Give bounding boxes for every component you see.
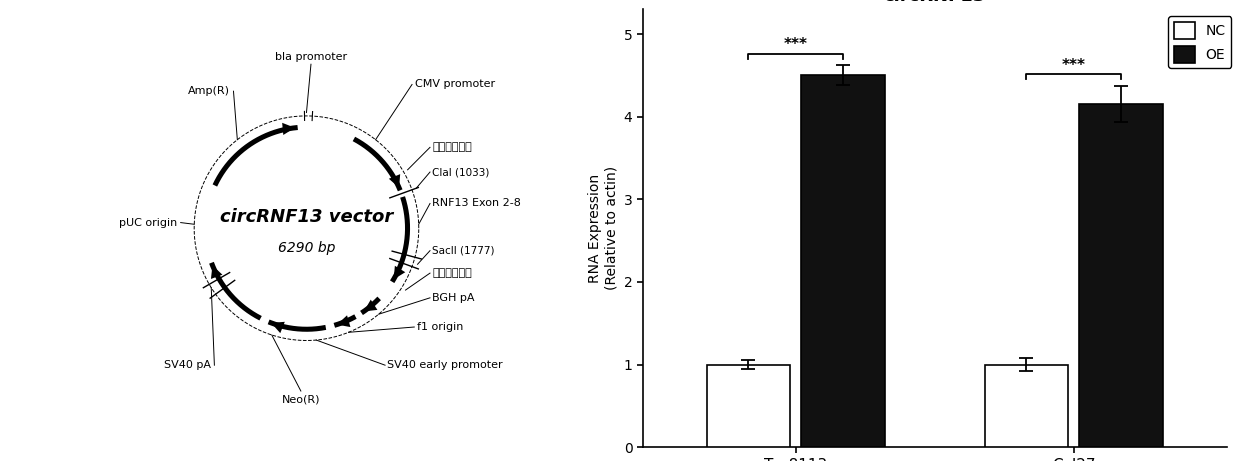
- Text: SacII (1777): SacII (1777): [432, 246, 494, 256]
- Text: Neo(R): Neo(R): [281, 395, 320, 404]
- Text: CMV promoter: CMV promoter: [415, 79, 496, 89]
- Title: circRNF13: circRNF13: [883, 0, 986, 5]
- Text: 6290 bp: 6290 bp: [278, 242, 336, 255]
- Text: bla promoter: bla promoter: [275, 52, 347, 62]
- Bar: [802, 75, 885, 447]
- Text: ***: ***: [1062, 58, 1085, 73]
- Text: 下游成环序列: 下游成环序列: [432, 268, 472, 278]
- Text: circRNF13 vector: circRNF13 vector: [219, 208, 393, 226]
- Text: ClaI (1033): ClaI (1033): [432, 167, 489, 177]
- Text: BGH pA: BGH pA: [432, 293, 475, 303]
- Bar: [1079, 104, 1162, 447]
- Legend: NC, OE: NC, OE: [1168, 16, 1232, 68]
- Bar: [706, 365, 790, 447]
- Text: 上游成环序列: 上游成环序列: [432, 142, 472, 152]
- Text: RNF13 Exon 2-8: RNF13 Exon 2-8: [432, 199, 522, 208]
- Y-axis label: RNA Expression
(Relative to actin): RNA Expression (Relative to actin): [587, 166, 618, 290]
- Bar: [985, 365, 1068, 447]
- Text: SV40 pA: SV40 pA: [164, 360, 211, 370]
- Text: f1 origin: f1 origin: [416, 322, 463, 332]
- Text: Amp(R): Amp(R): [188, 86, 230, 96]
- Text: ***: ***: [784, 37, 808, 52]
- Text: SV40 early promoter: SV40 early promoter: [388, 360, 503, 370]
- Text: pUC origin: pUC origin: [119, 218, 177, 228]
